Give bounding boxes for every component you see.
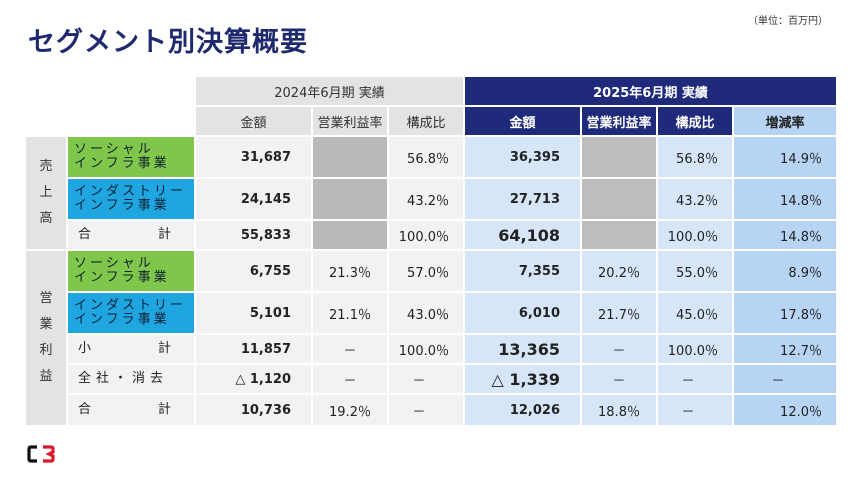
composition-2025: 43.2％ xyxy=(658,179,732,219)
table-row: インダストリー インフラ事業 24,145 43.2％ 27,713 43.2％ … xyxy=(26,179,836,219)
col-margin-2025: 営業利益率 xyxy=(582,107,656,135)
segment-table: 2024年6月期 実績 2025年6月期 実績 金額 営業利益率 構成比 金額 … xyxy=(24,75,838,427)
change-rate: 17.8％ xyxy=(734,293,836,333)
margin-2024: － xyxy=(313,335,387,363)
composition-2024: － xyxy=(389,365,463,393)
composition-2024: 57.0％ xyxy=(389,251,463,291)
margin-2025 xyxy=(582,179,656,219)
margin-2024 xyxy=(313,221,387,249)
change-rate: － xyxy=(734,365,836,393)
change-rate: 14.8％ xyxy=(734,179,836,219)
composition-2025: 100.0％ xyxy=(658,221,732,249)
row-label: ソーシャル インフラ事業 xyxy=(68,137,194,177)
change-rate: 12.7％ xyxy=(734,335,836,363)
col-composition-2024: 構成比 xyxy=(389,107,463,135)
composition-2024: 100.0％ xyxy=(389,335,463,363)
group-op-profit: 営業利益 xyxy=(26,251,66,425)
margin-2024 xyxy=(313,137,387,177)
value-2025: 7,355 xyxy=(465,251,580,291)
margin-2024: 19.2％ xyxy=(313,395,387,425)
row-label: ソーシャル インフラ事業 xyxy=(68,251,194,291)
margin-2025 xyxy=(582,221,656,249)
row-label: インダストリー インフラ事業 xyxy=(68,293,194,333)
row-label: 小計 xyxy=(68,335,194,363)
row-label: インダストリー インフラ事業 xyxy=(68,179,194,219)
col-amount-2024: 金額 xyxy=(196,107,311,135)
change-rate: 14.9％ xyxy=(734,137,836,177)
composition-2024: 43.0％ xyxy=(389,293,463,333)
value-2024: △ 1,120 xyxy=(196,365,311,393)
table-row: 合計 55,833 100.0％ 64,108 100.0％ 14.8％ xyxy=(26,221,836,249)
table-row: 営業利益 ソーシャル インフラ事業 6,755 21.3％ 57.0％ 7,355… xyxy=(26,251,836,425)
margin-2025 xyxy=(582,137,656,177)
value-2024: 5,101 xyxy=(196,293,311,333)
margin-2024: 21.3％ xyxy=(313,251,387,291)
composition-2025: 45.0％ xyxy=(658,293,732,333)
table-row: インダストリー インフラ事業 5,101 21.1％ 43.0％ 6,010 21… xyxy=(26,293,836,333)
change-rate: 8.9％ xyxy=(734,251,836,291)
value-2025: 36,395 xyxy=(465,137,580,177)
row-label: 全社・消去 xyxy=(68,365,194,393)
value-2025: 13,365 xyxy=(465,335,580,363)
col-change-rate: 増減率 xyxy=(734,107,836,135)
composition-2025: 100.0％ xyxy=(658,335,732,363)
margin-2025: 21.7％ xyxy=(582,293,656,333)
table-row: 全社・消去 △ 1,120 － － △ 1,339 － － － xyxy=(26,365,836,393)
margin-2025: － xyxy=(582,365,656,393)
composition-2024: 43.2％ xyxy=(389,179,463,219)
value-2024: 31,687 xyxy=(196,137,311,177)
value-2024: 24,145 xyxy=(196,179,311,219)
page-title: セグメント別決算概要 xyxy=(28,27,308,58)
composition-2024: － xyxy=(389,395,463,425)
value-2024: 10,736 xyxy=(196,395,311,425)
row-label: 合計 xyxy=(68,395,194,425)
margin-2024: 21.1％ xyxy=(313,293,387,333)
value-2025: 6,010 xyxy=(465,293,580,333)
margin-2025: 18.8％ xyxy=(582,395,656,425)
period-2025-header: 2025年6月期 実績 xyxy=(465,77,836,105)
value-2025: 64,108 xyxy=(465,221,580,249)
change-rate: 12.0％ xyxy=(734,395,836,425)
composition-2025: 55.0％ xyxy=(658,251,732,291)
margin-2024 xyxy=(313,179,387,219)
composition-2024: 56.8％ xyxy=(389,137,463,177)
col-amount-2025: 金額 xyxy=(465,107,580,135)
value-2024: 11,857 xyxy=(196,335,311,363)
value-2024: 55,833 xyxy=(196,221,311,249)
col-composition-2025: 構成比 xyxy=(658,107,732,135)
value-2025: 12,026 xyxy=(465,395,580,425)
margin-2024: － xyxy=(313,365,387,393)
table-row: 売上高 ソーシャル インフラ事業 31,687 56.8％ 36,395 56.8… xyxy=(26,137,836,249)
period-2024-header: 2024年6月期 実績 xyxy=(196,77,463,105)
composition-2025: 56.8％ xyxy=(658,137,732,177)
value-2025: 27,713 xyxy=(465,179,580,219)
table-row: 合計 10,736 19.2％ － 12,026 18.8％ － 12.0％ xyxy=(26,395,836,425)
col-margin-2024: 営業利益率 xyxy=(313,107,387,135)
composition-2025: － xyxy=(658,365,732,393)
table-row: 小計 11,857 － 100.0％ 13,365 － 100.0％ 12.7％ xyxy=(26,335,836,363)
margin-2025: － xyxy=(582,335,656,363)
unit-note: （単位：百万円） xyxy=(748,16,828,27)
margin-2025: 20.2％ xyxy=(582,251,656,291)
composition-2024: 100.0％ xyxy=(389,221,463,249)
value-2025: △ 1,339 xyxy=(465,365,580,393)
group-sales: 売上高 xyxy=(26,137,66,249)
row-label: 合計 xyxy=(68,221,194,249)
change-rate: 14.8％ xyxy=(734,221,836,249)
composition-2025: － xyxy=(658,395,732,425)
company-logo xyxy=(27,445,55,463)
value-2024: 6,755 xyxy=(196,251,311,291)
